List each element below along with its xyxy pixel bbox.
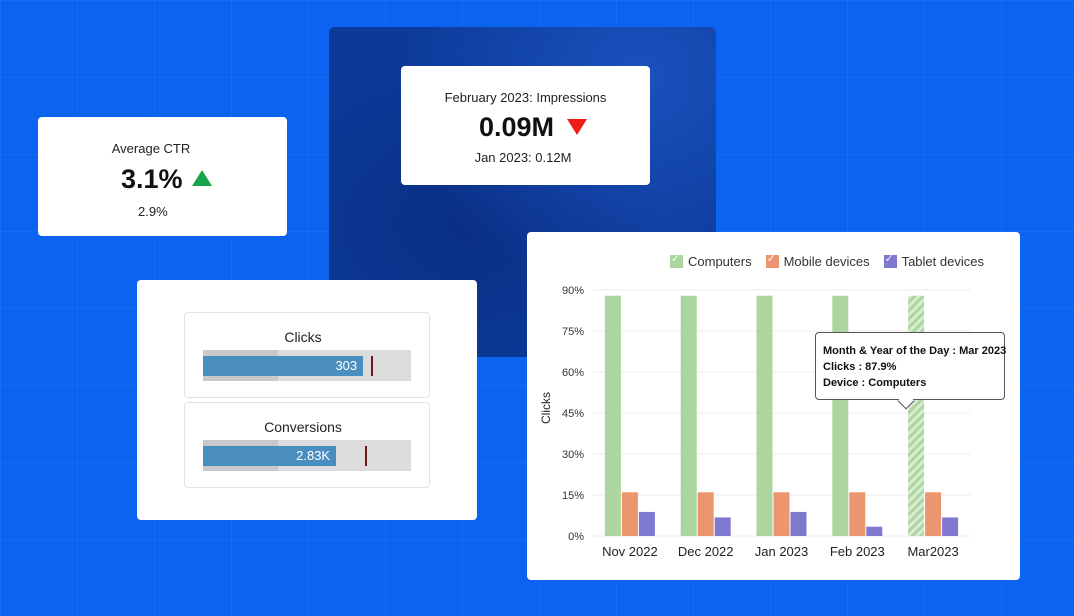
tooltip-line-period: Month & Year of the Day : Mar 2023 (823, 345, 1007, 357)
kpi-title: Average CTR (111, 141, 191, 156)
kpi-comparison-value: 2.9% (138, 204, 168, 219)
y-tick-label: 60% (562, 367, 584, 379)
y-tick-label: 45% (562, 408, 584, 420)
chart-tooltip: Month & Year of the Day : Mar 2023 Click… (815, 332, 1007, 410)
bar-computers (680, 295, 697, 536)
bullet-target-marker (365, 446, 368, 466)
y-axis-label: Clicks (539, 392, 553, 424)
x-tick-label: Jan 2023 (755, 544, 809, 559)
bullet-value-bar: 303 (203, 356, 364, 376)
bar-mobile-devices (621, 492, 638, 536)
bar-tablet-devices (866, 526, 883, 536)
bullet-label: Conversions (264, 419, 342, 435)
kpi-title: February 2023: Impressions (444, 90, 607, 105)
bullet-track: 2.83K (203, 440, 411, 471)
legend-label: Computers (688, 254, 752, 269)
legend-item-mobile-devices[interactable]: Mobile devices (765, 252, 870, 269)
y-tick-label: 30% (562, 449, 584, 461)
bullet-clicks[interactable]: Clicks 303 (184, 312, 430, 398)
chart-legend: Computers Mobile devices Tablet devices (670, 252, 984, 269)
x-tick-label: Mar2023 (907, 544, 958, 559)
bar-mobile-devices (773, 492, 790, 536)
bullet-label: Clicks (284, 329, 322, 345)
bar-tablet-devices (714, 517, 731, 536)
x-tick-label: Feb 2023 (830, 544, 885, 559)
y-tick-label: 75% (562, 326, 584, 338)
legend-check-icon (765, 252, 779, 268)
bar-mobile-devices (849, 492, 866, 536)
kpi-value: 0.09M (479, 112, 555, 142)
kpi-card-impressions[interactable]: February 2023: Impressions 0.09M Jan 202… (401, 66, 650, 185)
trend-down-icon (567, 119, 587, 135)
bar-tablet-devices (790, 511, 807, 536)
legend-item-tablet-devices[interactable]: Tablet devices (883, 252, 984, 269)
legend-item-computers[interactable]: Computers (670, 252, 752, 269)
bar-mobile-devices (697, 492, 714, 536)
tooltip-line-value: Clicks : 87.9% (823, 361, 897, 373)
bar-chart-plot: 0% 15% 30% 45% 60% 75% 90% Clicks Nov 2022 Dec 20… (539, 285, 971, 559)
bullet-chart-card: Clicks 303 Conversions 2.83K (137, 280, 477, 520)
legend-label: Mobile devices (783, 254, 870, 269)
bullet-conversions[interactable]: Conversions 2.83K (184, 402, 430, 488)
bar-computers (756, 295, 773, 536)
bullet-track: 303 (203, 350, 411, 381)
bar-chart-card: Computers Mobile devices Tablet devices … (527, 232, 1020, 580)
bullet-target-marker (371, 356, 374, 376)
y-tick-label: 90% (562, 285, 584, 297)
x-tick-label: Nov 2022 (602, 544, 658, 559)
kpi-card-average-ctr[interactable]: Average CTR 3.1% 2.9% (38, 117, 287, 236)
x-tick-label: Dec 2022 (678, 544, 734, 559)
bar-tablet-devices (942, 517, 959, 536)
legend-check-icon (883, 252, 897, 268)
kpi-comparison-value: Jan 2023: 0.12M (474, 150, 572, 165)
legend-label: Tablet devices (901, 254, 984, 269)
trend-up-icon (192, 170, 212, 186)
bullet-value-bar: 2.83K (203, 446, 337, 466)
legend-check-icon (670, 252, 683, 268)
y-tick-label: 0% (568, 531, 584, 543)
bar-mobile-devices (925, 492, 942, 536)
bar-computers (604, 295, 621, 536)
kpi-value: 3.1% (121, 164, 183, 194)
bar-tablet-devices (638, 511, 655, 536)
tooltip-line-device: Device : Computers (823, 377, 927, 389)
y-tick-label: 15% (562, 490, 584, 502)
